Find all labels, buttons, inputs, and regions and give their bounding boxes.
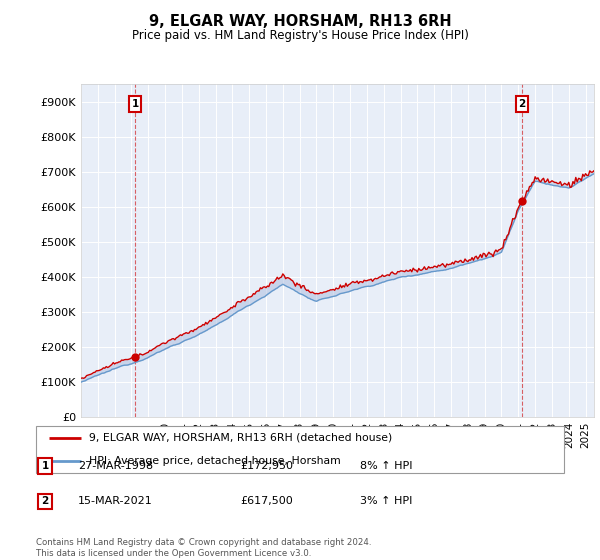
Text: 1: 1 (131, 99, 139, 109)
Text: Contains HM Land Registry data © Crown copyright and database right 2024.
This d: Contains HM Land Registry data © Crown c… (36, 538, 371, 558)
Text: 27-MAR-1998: 27-MAR-1998 (78, 461, 153, 471)
Text: 9, ELGAR WAY, HORSHAM, RH13 6RH (detached house): 9, ELGAR WAY, HORSHAM, RH13 6RH (detache… (89, 433, 392, 443)
Text: 3% ↑ HPI: 3% ↑ HPI (360, 497, 412, 506)
Text: HPI: Average price, detached house, Horsham: HPI: Average price, detached house, Hors… (89, 456, 341, 466)
Text: 2: 2 (41, 497, 49, 506)
Text: Price paid vs. HM Land Registry's House Price Index (HPI): Price paid vs. HM Land Registry's House … (131, 29, 469, 42)
Text: £617,500: £617,500 (240, 497, 293, 506)
FancyBboxPatch shape (36, 426, 564, 473)
Text: £172,950: £172,950 (240, 461, 293, 471)
Text: 2: 2 (518, 99, 526, 109)
Text: 15-MAR-2021: 15-MAR-2021 (78, 497, 153, 506)
Text: 8% ↑ HPI: 8% ↑ HPI (360, 461, 413, 471)
Text: 9, ELGAR WAY, HORSHAM, RH13 6RH: 9, ELGAR WAY, HORSHAM, RH13 6RH (149, 14, 451, 29)
Text: 1: 1 (41, 461, 49, 471)
